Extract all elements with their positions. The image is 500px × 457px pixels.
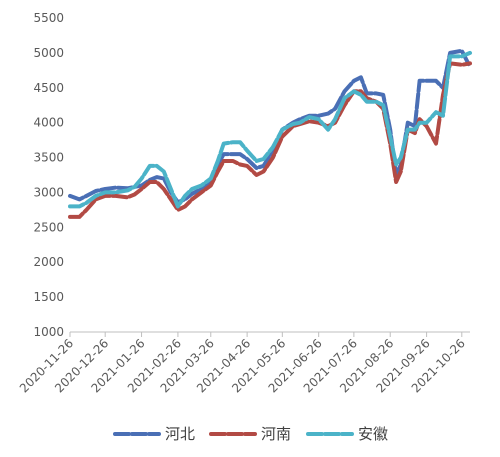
series-layer	[68, 48, 472, 219]
y-tick-label-9: 5500	[33, 11, 64, 25]
y-axis: 1000 1500 2000 2500 3000 3500 4000 4500 5000 5500	[33, 11, 64, 339]
y-tick-label-6: 4000	[33, 116, 64, 130]
y-tick-label-1: 1500	[33, 290, 64, 304]
legend: 河北 河南 安徽	[113, 425, 388, 443]
y-tick-label-8: 5000	[33, 46, 64, 60]
y-tick-label-7: 4500	[33, 81, 64, 95]
y-tick-label-3: 2500	[33, 220, 64, 234]
x-axis: 2020-11-262020-12-262021-01-262021-02-26…	[17, 331, 470, 395]
legend-label-hebei: 河北	[165, 425, 195, 443]
legend-label-henan: 河南	[261, 425, 291, 443]
legend-label-anhui: 安徽	[358, 425, 388, 443]
y-tick-label-0: 1000	[33, 325, 64, 339]
series-line-henan	[68, 61, 472, 219]
series-line-anhui	[68, 50, 472, 209]
y-tick-label-4: 3000	[33, 185, 64, 199]
y-tick-label-2: 2000	[33, 255, 64, 269]
series-line-hebei	[68, 48, 472, 205]
y-tick-label-5: 3500	[33, 151, 64, 165]
